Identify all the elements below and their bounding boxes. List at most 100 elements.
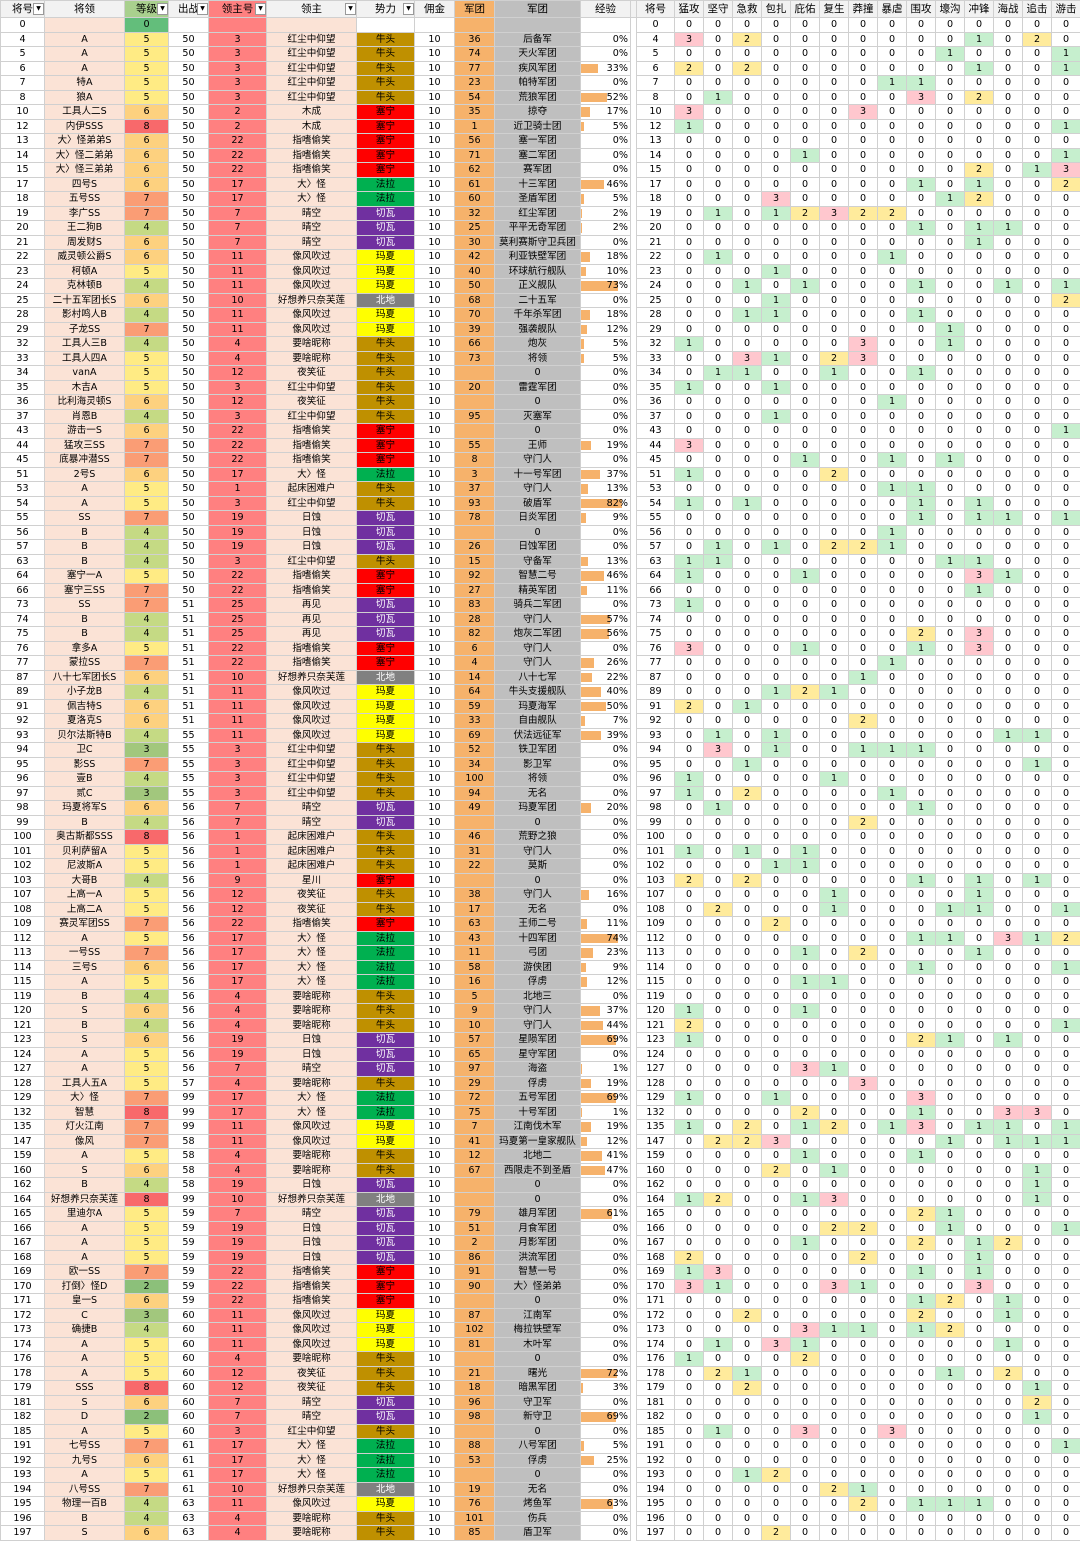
cell[interactable]: 0 xyxy=(0,17,45,33)
skill-cell[interactable]: 0 xyxy=(848,1394,878,1410)
cell[interactable]: 日蚀 xyxy=(266,539,357,555)
skill-cell[interactable]: 0 xyxy=(761,959,791,975)
cell[interactable]: 96 xyxy=(636,771,675,787)
skill-cell[interactable]: 1 xyxy=(906,220,936,236)
cell[interactable]: S xyxy=(44,1525,125,1541)
skill-cell[interactable]: 0 xyxy=(1051,31,1080,47)
cell[interactable]: 85 xyxy=(454,1525,495,1541)
skill-cell[interactable]: 2 xyxy=(848,713,878,729)
skill-cell[interactable]: 0 xyxy=(906,437,936,453)
skill-cell[interactable]: 0 xyxy=(1022,307,1052,323)
cell[interactable]: 3 xyxy=(208,756,267,772)
cell[interactable]: 94 xyxy=(454,785,495,801)
skill-cell[interactable]: 0 xyxy=(964,756,994,772)
cell[interactable]: 56 xyxy=(168,887,209,903)
skill-cell[interactable]: 0 xyxy=(761,756,791,772)
skill-cell[interactable]: 0 xyxy=(790,191,820,207)
cell[interactable]: 佩吉特S xyxy=(44,698,125,714)
skill-cell[interactable]: 0 xyxy=(993,1249,1023,1265)
cell[interactable]: 大〉怪三弟弟 xyxy=(44,162,125,178)
cell[interactable]: 51 xyxy=(168,611,209,627)
cell[interactable]: 7 xyxy=(124,756,169,772)
skill-cell[interactable]: 0 xyxy=(703,191,733,207)
skill-cell[interactable]: 1 xyxy=(674,1119,704,1135)
cell[interactable]: 十一号军团 xyxy=(494,466,581,482)
cell[interactable]: 无名 xyxy=(494,901,581,917)
skill-cell[interactable]: 0 xyxy=(790,742,820,758)
skill-cell[interactable]: 0 xyxy=(964,814,994,830)
cell[interactable]: 10 xyxy=(414,539,455,555)
skill-cell[interactable]: 0 xyxy=(703,437,733,453)
skill-cell[interactable]: 1 xyxy=(935,1206,965,1222)
skill-cell[interactable]: 0 xyxy=(703,568,733,584)
cell[interactable]: 37 xyxy=(636,408,675,424)
cell[interactable]: 50 xyxy=(168,75,209,91)
skill-cell[interactable]: 0 xyxy=(848,916,878,932)
skill-cell[interactable]: 0 xyxy=(935,974,965,990)
cell[interactable]: 要啥昵称 xyxy=(266,1075,357,1091)
cell[interactable]: 39% xyxy=(580,727,631,743)
skill-cell[interactable]: 0 xyxy=(790,60,820,76)
cell[interactable]: S xyxy=(44,1394,125,1410)
skill-cell[interactable]: 1 xyxy=(964,1496,994,1512)
cell[interactable]: 指嗜偷笑 xyxy=(266,568,357,584)
cell[interactable]: 92 xyxy=(636,713,675,729)
cell[interactable]: 36 xyxy=(454,31,495,47)
cell[interactable]: 11 xyxy=(208,1119,267,1135)
cell[interactable]: 0 xyxy=(494,872,581,888)
cell[interactable]: 0% xyxy=(580,597,631,613)
skill-cell[interactable]: 0 xyxy=(761,1293,791,1309)
cell[interactable]: 10 xyxy=(414,713,455,729)
skill-cell[interactable]: 0 xyxy=(703,1003,733,1019)
skill-cell[interactable]: 0 xyxy=(790,655,820,671)
skill-cell[interactable]: 0 xyxy=(761,1264,791,1280)
cell[interactable]: 10 xyxy=(414,234,455,250)
skill-cell[interactable]: 1 xyxy=(819,1061,849,1077)
skill-cell[interactable]: 0 xyxy=(993,1264,1023,1280)
cell[interactable]: 指嗜偷笑 xyxy=(266,452,357,468)
skill-cell[interactable]: 0 xyxy=(674,321,704,337)
skill-cell[interactable]: 0 xyxy=(819,872,849,888)
skill-cell[interactable]: 0 xyxy=(674,191,704,207)
skill-cell[interactable]: 0 xyxy=(848,727,878,743)
skill-cell[interactable]: 0 xyxy=(848,292,878,308)
cell[interactable]: 41 xyxy=(454,1133,495,1149)
skill-cell[interactable]: 0 xyxy=(732,89,762,105)
cell[interactable]: 17 xyxy=(208,466,267,482)
cell[interactable]: 21 xyxy=(0,234,45,250)
skill-cell[interactable]: 0 xyxy=(935,60,965,76)
skill-cell[interactable]: 0 xyxy=(790,1162,820,1178)
skill-cell[interactable]: 1 xyxy=(761,684,791,700)
skill-cell[interactable]: 0 xyxy=(993,814,1023,830)
cell[interactable]: 6 xyxy=(124,959,169,975)
skill-cell[interactable]: 0 xyxy=(877,510,907,526)
skill-cell[interactable]: 0 xyxy=(1051,234,1080,250)
cell[interactable]: 好想养只奈芙莲 xyxy=(44,1191,125,1207)
skill-cell[interactable]: 0 xyxy=(935,466,965,482)
skill-cell[interactable]: 0 xyxy=(732,1003,762,1019)
cell[interactable]: 4 xyxy=(124,1017,169,1033)
cell[interactable]: 0% xyxy=(580,1293,631,1309)
cell[interactable]: 星川 xyxy=(266,872,357,888)
skill-cell[interactable]: 0 xyxy=(732,1351,762,1367)
skill-cell[interactable]: 0 xyxy=(906,974,936,990)
cell[interactable]: 128 xyxy=(636,1075,675,1091)
skill-cell[interactable]: 0 xyxy=(1051,1032,1080,1048)
cell[interactable]: 159 xyxy=(0,1148,45,1164)
skill-cell[interactable]: 0 xyxy=(732,292,762,308)
cell[interactable]: 法拉 xyxy=(356,176,415,192)
cell[interactable]: 切瓦 xyxy=(356,1046,415,1062)
skill-cell[interactable]: 2 xyxy=(819,1481,849,1497)
skill-cell[interactable]: 0 xyxy=(848,17,878,33)
skill-cell[interactable]: 0 xyxy=(790,872,820,888)
skill-cell[interactable]: 0 xyxy=(761,1409,791,1425)
skill-cell[interactable]: 0 xyxy=(906,1409,936,1425)
skill-cell[interactable]: 3 xyxy=(1022,1104,1052,1120)
skill-cell[interactable]: 1 xyxy=(819,1322,849,1338)
skill-cell[interactable]: 0 xyxy=(703,684,733,700)
cell[interactable]: 牛头 xyxy=(356,858,415,874)
cell[interactable]: 22 xyxy=(208,437,267,453)
skill-cell[interactable]: 1 xyxy=(906,1496,936,1512)
cell[interactable]: 守门人 xyxy=(494,1003,581,1019)
skill-cell[interactable]: 0 xyxy=(848,118,878,134)
